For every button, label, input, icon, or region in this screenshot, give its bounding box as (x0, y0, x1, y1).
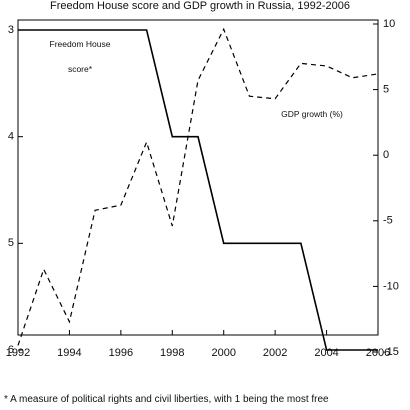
series-label-gdp-growth: GDP growth (%) (281, 109, 343, 119)
left-axis: 3 4 5 6 (8, 24, 23, 356)
x-axis: 1992 1994 1996 1998 2000 2002 2004 2006 (6, 330, 390, 359)
right-axis: 10 5 0 -5 -10 -15 (373, 18, 399, 358)
left-tick-label: 5 (8, 237, 14, 249)
right-tick-label: -5 (383, 215, 393, 227)
plot-area-frame (17, 19, 379, 336)
chart-title: Freedom House score and GDP growth in Ru… (50, 0, 350, 12)
x-tick-label: 1994 (57, 347, 81, 359)
right-tick-label: 0 (383, 149, 389, 161)
x-tick-label: 1992 (6, 347, 30, 359)
footnote: * A measure of political rights and civi… (4, 394, 329, 405)
right-tick-label: -10 (383, 280, 399, 292)
right-tick-label: 5 (383, 84, 389, 96)
left-tick-label: 4 (8, 131, 14, 143)
right-tick-label: 10 (383, 18, 395, 30)
series-label-freedom-house-line-2: score* (68, 64, 93, 74)
series-label-freedom-house-line-1: Freedom House (50, 39, 111, 49)
left-tick-label: 6 (8, 344, 14, 356)
x-tick-label: 1998 (160, 347, 184, 359)
x-tick-label: 2000 (211, 347, 235, 359)
series-line-freedom-house-score (18, 29, 378, 351)
right-tick-label: -15 (383, 346, 399, 358)
x-tick-label: 1996 (109, 347, 133, 359)
series-line-gdp-growth (17, 27, 379, 346)
left-tick-label: 3 (8, 24, 14, 36)
x-tick-label: 2002 (263, 347, 287, 359)
x-tick-label: 2006 (366, 347, 390, 359)
